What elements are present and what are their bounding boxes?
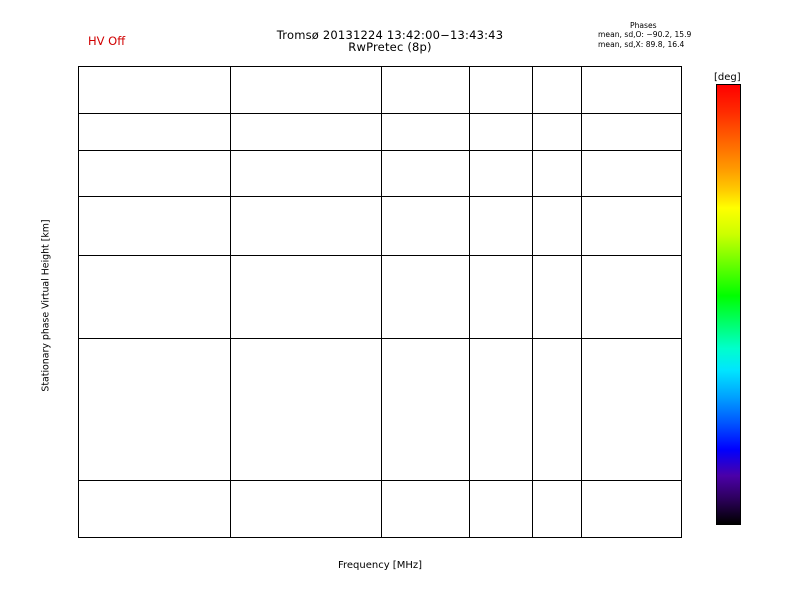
gridline-vertical — [580, 67, 582, 537]
phase-statistics-block: Phases mean, sd,O: −90.2, 15.9 mean, sd,… — [598, 21, 691, 49]
gridline-vertical — [532, 67, 533, 537]
stats-x-mode: mean, sd,X: 89.8, 16.4 — [598, 39, 685, 49]
x-axis-label: Frequency [MHz] — [337, 560, 423, 571]
gridline-horizontal — [79, 112, 681, 114]
colorbar — [716, 84, 741, 525]
gridline-horizontal — [79, 254, 681, 256]
gridline-vertical — [469, 67, 471, 537]
gridline-horizontal — [79, 150, 681, 152]
scatter-plot-area — [78, 66, 682, 538]
gridline-horizontal — [79, 337, 681, 339]
gridline-horizontal — [79, 480, 681, 482]
stats-heading: Phases — [630, 21, 657, 30]
hv-status-annotation: HV Off — [88, 34, 126, 48]
y-axis-label: Stationary phase Virtual Height [km] — [40, 219, 52, 392]
plot-subtitle: RwPretec (8p) — [348, 40, 432, 54]
colorbar-unit-label: [deg] — [714, 72, 741, 83]
stats-o-mode: mean, sd,O: −90.2, 15.9 — [598, 30, 692, 40]
gridline-horizontal — [79, 195, 681, 197]
plot-title-line1: Tromsø 20131224 13:42:00−13:43:43 — [276, 28, 504, 42]
gridline-vertical — [381, 67, 382, 537]
colorbar-gradient — [716, 84, 741, 525]
gridline-vertical — [230, 67, 231, 537]
